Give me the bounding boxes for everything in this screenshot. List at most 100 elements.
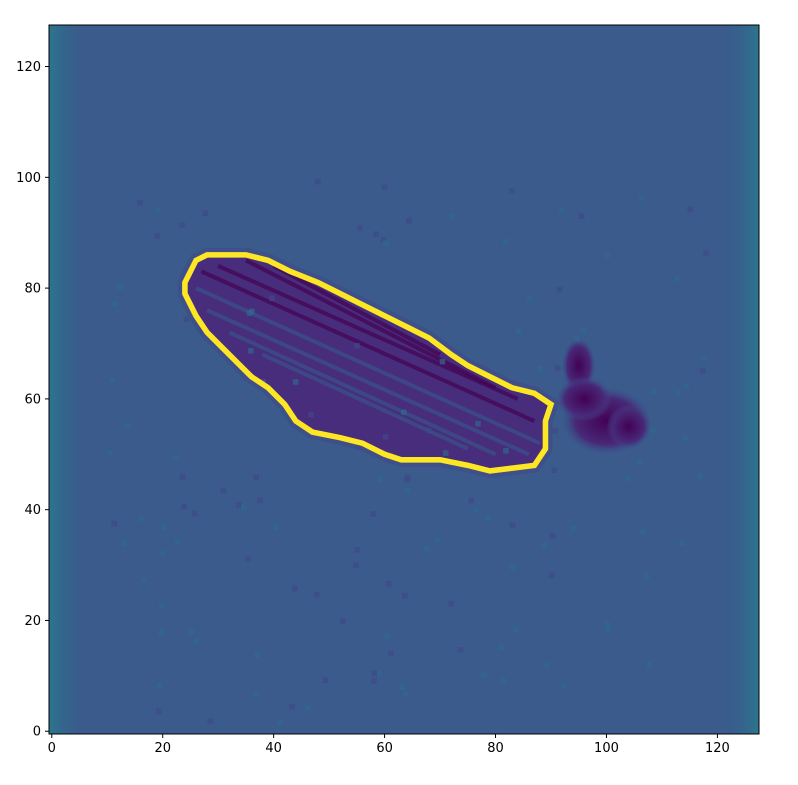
speckle	[257, 497, 263, 504]
speckle	[508, 187, 515, 194]
speckle	[472, 507, 479, 513]
speckle	[245, 556, 251, 562]
speckle	[502, 238, 509, 245]
speckle	[484, 514, 491, 521]
speckle	[552, 428, 559, 434]
y-tick-label: 40	[24, 503, 41, 518]
speckle	[181, 503, 187, 510]
x-tick-label: 20	[154, 741, 171, 756]
speckle	[406, 218, 412, 224]
wing-vein	[272, 264, 441, 357]
speckle	[137, 199, 143, 206]
speckle	[644, 573, 650, 580]
x-axis-ticks: 0 20 40 60 80 100 120	[48, 734, 730, 756]
speckle	[179, 474, 186, 480]
speckle	[160, 551, 166, 557]
speckle	[254, 652, 260, 659]
speckle	[509, 564, 516, 571]
speckle	[202, 210, 209, 216]
speckle	[179, 222, 185, 228]
speckle	[172, 455, 179, 461]
speckle	[636, 459, 643, 465]
speckle	[604, 253, 611, 259]
speckle	[292, 585, 298, 592]
speckle	[370, 511, 377, 517]
x-tick-label: 40	[265, 741, 282, 756]
speckle	[154, 233, 160, 239]
speckle	[385, 580, 392, 587]
y-tick-label: 60	[24, 392, 41, 407]
speckle	[404, 487, 411, 494]
speckle	[292, 379, 299, 385]
speckle	[541, 542, 548, 549]
wing-vein	[245, 258, 497, 390]
speckle	[403, 691, 409, 697]
speckle	[457, 647, 464, 653]
speckle	[426, 427, 432, 434]
speckle	[141, 577, 147, 584]
speckle	[308, 411, 314, 418]
speckle	[574, 336, 581, 342]
speckle	[448, 214, 455, 220]
speckle	[236, 502, 242, 508]
speckle	[554, 365, 561, 372]
speckle	[682, 435, 688, 441]
y-tick-label: 100	[16, 171, 41, 186]
speckle	[111, 520, 117, 527]
speckle	[442, 450, 449, 456]
speckle	[475, 420, 481, 427]
speckle	[481, 672, 487, 678]
speckle	[253, 691, 259, 698]
speckle	[439, 358, 446, 365]
speckle	[117, 284, 123, 291]
speckle	[356, 444, 362, 451]
speckle	[448, 600, 454, 607]
y-tick-label: 80	[24, 282, 41, 297]
speckle	[401, 409, 407, 416]
speckle	[377, 476, 383, 483]
speckle	[183, 316, 190, 323]
speckle	[174, 538, 181, 544]
speckle	[160, 524, 167, 531]
speckle	[158, 629, 164, 636]
speckle	[650, 427, 656, 434]
speckle	[679, 540, 686, 546]
speckle	[253, 474, 259, 481]
speckle	[551, 467, 558, 473]
speckle	[515, 328, 522, 334]
speckle	[340, 618, 346, 624]
speckle	[305, 704, 311, 711]
speckle	[399, 684, 406, 691]
speckle	[380, 236, 387, 243]
speckle	[700, 368, 706, 374]
y-axis-ticks: 0 20 40 60 80 100 120	[16, 60, 49, 740]
speckle	[501, 677, 507, 684]
speckle	[675, 390, 682, 396]
speckle	[604, 626, 611, 633]
wing-vein	[206, 308, 530, 457]
speckle	[154, 207, 161, 213]
axes-frame	[48, 24, 760, 735]
wing-vein	[200, 269, 536, 423]
speckle	[107, 450, 113, 456]
speckle	[112, 301, 118, 307]
speckle	[381, 184, 388, 191]
speckle	[509, 522, 516, 528]
speckle	[354, 342, 360, 349]
speckle	[138, 515, 144, 522]
speckle	[703, 250, 709, 256]
wing-vein	[261, 352, 469, 451]
speckle	[512, 626, 519, 633]
speckle	[384, 633, 390, 639]
speckle	[354, 547, 360, 553]
speckle	[423, 545, 429, 552]
speckle	[498, 644, 504, 651]
speckle	[651, 388, 657, 394]
speckle	[353, 562, 359, 569]
speckle	[536, 366, 543, 372]
image-area	[49, 25, 759, 734]
insect-body	[556, 376, 613, 422]
speckle	[370, 678, 377, 684]
speckle	[246, 310, 253, 316]
